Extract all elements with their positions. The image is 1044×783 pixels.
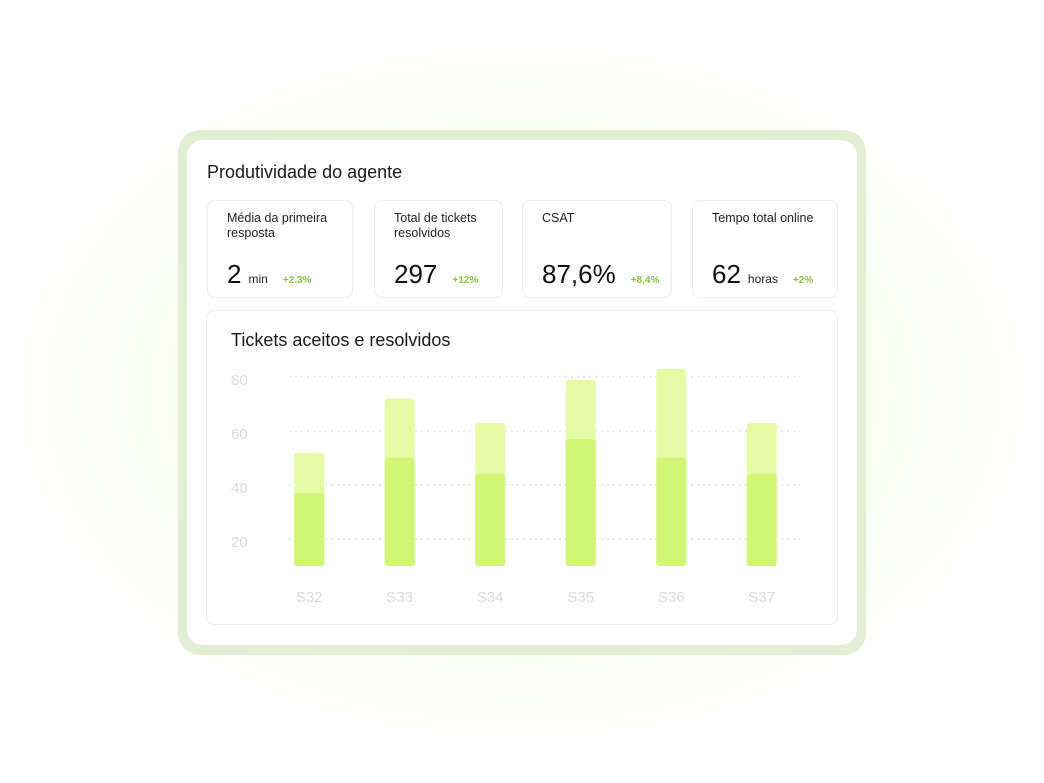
kpi-row: 297 +12% <box>394 259 502 290</box>
kpi-value: 87,6% <box>542 259 616 289</box>
kpi-row: 87,6% +8,4% <box>542 259 671 290</box>
kpi-label: CSAT <box>542 211 575 225</box>
kpi-label: Média da primeira resposta <box>227 211 328 240</box>
y-tick-label: 80 <box>231 372 248 389</box>
chart-title: Tickets aceitos e resolvidos <box>231 330 450 350</box>
kpi-label: Tempo total online <box>712 211 814 225</box>
kpi-value: 62 <box>712 259 741 289</box>
y-tick-label: 60 <box>231 426 248 443</box>
kpi-delta: +12% <box>452 275 479 286</box>
x-tick-label: S36 <box>658 589 685 606</box>
kpi-value: 297 <box>394 259 438 289</box>
x-tick-label: S34 <box>477 589 504 606</box>
kpi-delta: +2% <box>792 275 814 286</box>
x-tick-label: S33 <box>386 589 413 606</box>
kpi-card: Média da primeira resposta 2 min +2.3% <box>207 200 353 298</box>
kpi-row: 62 horas +2% <box>712 259 837 290</box>
kpi-value: 2 <box>227 259 242 289</box>
bar <box>475 474 506 566</box>
x-tick-label: S35 <box>567 589 594 606</box>
kpi-label: Total de tickets resolvidos <box>394 211 477 240</box>
y-tick-label: 20 <box>231 534 248 551</box>
y-tick-label: 40 <box>231 480 248 497</box>
kpi-unit: horas <box>747 272 778 286</box>
page-title: Produtividade do agente <box>207 162 403 182</box>
kpi-delta: +2.3% <box>282 275 312 286</box>
x-tick-label: S32 <box>296 589 323 606</box>
kpi-unit: min <box>248 272 268 286</box>
bar <box>565 439 596 566</box>
bar <box>746 474 777 566</box>
bar <box>656 458 687 566</box>
kpi-card: Tempo total online 62 horas +2% <box>692 200 838 298</box>
bar <box>294 493 325 566</box>
kpi-row: 2 min +2.3% <box>227 259 352 290</box>
kpi-card: Total de tickets resolvidos 297 +12% <box>374 200 503 298</box>
kpi-card: CSAT 87,6% +8,4% <box>522 200 672 298</box>
kpi-delta: +8,4% <box>630 275 660 286</box>
bar <box>384 458 415 566</box>
x-tick-label: S37 <box>748 589 775 606</box>
